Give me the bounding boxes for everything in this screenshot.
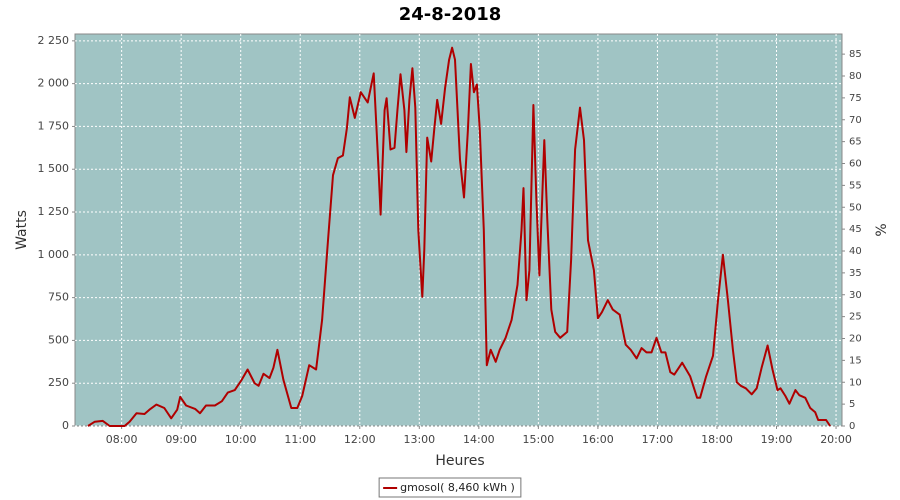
y2-tick-label: 35 [849, 268, 862, 279]
y-tick-label: 2 250 [38, 34, 70, 47]
x-tick-label: 18:00 [701, 433, 733, 446]
y2-tick-label: 5 [849, 399, 855, 410]
y2-tick-label: 15 [849, 355, 862, 366]
x-tick-label: 15:00 [523, 433, 555, 446]
chart-title: 24-8-2018 [399, 4, 502, 25]
x-tick-label: 14:00 [463, 433, 495, 446]
y-tick-label: 1 750 [38, 119, 70, 132]
y-tick-label: 250 [48, 376, 69, 389]
y2-tick-label: 20 [849, 334, 862, 345]
x-tick-label: 09:00 [165, 433, 197, 446]
y2-tick-label: 65 [849, 137, 862, 148]
series-line [87, 46, 831, 427]
y2-tick-label: 40 [849, 246, 862, 257]
x-tick-label: 19:00 [761, 433, 793, 446]
legend-label: gmosol( 8,460 kWh ) [400, 481, 515, 494]
y-tick-label: 1 500 [38, 162, 70, 175]
y-tick-label: 500 [48, 333, 69, 346]
y-tick-label: 2 000 [38, 77, 70, 90]
legend: gmosol( 8,460 kWh ) [378, 477, 522, 498]
y2-tick-label: 45 [849, 224, 862, 235]
x-tick-label: 12:00 [344, 433, 376, 446]
y2-tick-label: 60 [849, 159, 862, 170]
y2-axis-label: % [874, 223, 890, 236]
plot-area [74, 33, 843, 427]
y2-tick-label: 10 [849, 377, 862, 388]
y2-tick-label: 0 [849, 421, 855, 432]
y2-tick-label: 85 [849, 49, 862, 60]
y2-tick-label: 30 [849, 290, 862, 301]
x-axis-label: Heures [435, 453, 484, 469]
y-tick-label: 0 [62, 419, 69, 432]
y-tick-label: 750 [48, 291, 69, 304]
x-tick-label: 11:00 [284, 433, 316, 446]
x-tick-label: 08:00 [106, 433, 138, 446]
legend-box [378, 477, 522, 498]
y-tick-label: 1 250 [38, 205, 70, 218]
y2-tick-label: 70 [849, 115, 862, 126]
x-tick-label: 10:00 [225, 433, 257, 446]
y-axis-label: Watts [14, 210, 30, 250]
y2-tick-label: 50 [849, 202, 862, 213]
y2-tick-label: 25 [849, 312, 862, 323]
x-tick-label: 17:00 [642, 433, 674, 446]
y2-tick-label: 75 [849, 93, 862, 104]
y-tick-label: 1 000 [38, 248, 70, 261]
x-tick-label: 13:00 [403, 433, 435, 446]
x-tick-label: 20:00 [820, 433, 852, 446]
x-tick-label: 16:00 [582, 433, 614, 446]
y2-tick-label: 55 [849, 180, 862, 191]
y2-tick-label: 80 [849, 71, 862, 82]
